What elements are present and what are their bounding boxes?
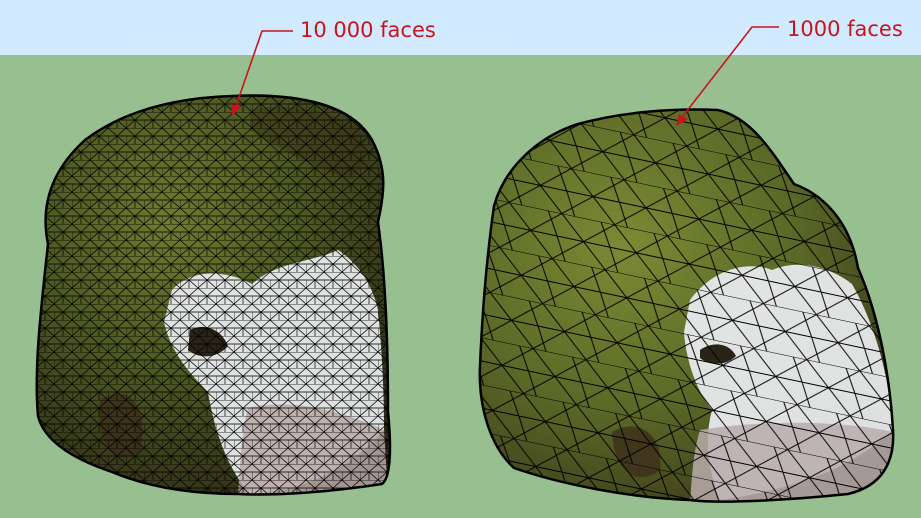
rock-texture-low-poly <box>479 109 894 502</box>
model-high-poly[interactable] <box>30 90 400 500</box>
rock-texture-high-poly <box>36 95 390 495</box>
annotation-arrow-left <box>231 30 293 116</box>
rock-outline-low-poly <box>478 108 895 503</box>
rock-outline-high-poly <box>35 94 392 496</box>
annotation-label-10000-faces: 10 000 faces <box>300 18 436 42</box>
annotation-label-1000-faces: 1000 faces <box>787 17 903 41</box>
annotation-arrow-right <box>676 26 779 126</box>
model-low-poly[interactable] <box>470 100 900 510</box>
